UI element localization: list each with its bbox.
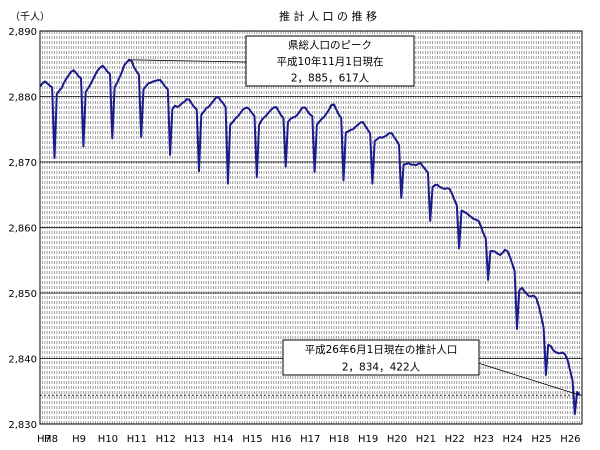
y-tick-label: 2,840 [8,355,37,366]
annotation-leader-line [477,362,580,396]
annotation-text: 2，885，617人 [291,73,370,85]
x-tick-label: H14 [213,434,233,445]
y-tick-label: 2,880 [8,93,37,104]
x-tick-label: H8 [44,434,58,445]
annotation-text: 2，834，422人 [342,361,421,373]
x-tick-label: H26 [560,434,580,445]
x-tick-label: H23 [474,434,494,445]
y-tick-label: 2,870 [8,158,37,169]
chart-title: 推 計 人 口 の 推 移 [279,9,377,23]
x-tick-label: H10 [98,434,118,445]
x-tick-label: H17 [300,434,320,445]
x-tick-label: H13 [185,434,205,445]
x-tick-label: H9 [72,434,86,445]
annotation-text: 平成26年6月1日現在の推計人口 [305,343,458,356]
annotation-text: 平成10年11月1日現在 [277,55,384,68]
y-axis-ticks: 2,830 2,840 2,850 2,860 2,870 2,880 2,890 [8,27,37,431]
x-tick-label: H20 [387,434,407,445]
annotation-box [245,35,415,87]
x-tick-label: H18 [329,434,349,445]
unit-label: （千人） [10,11,50,23]
annotation-box [282,339,480,376]
x-tick-label: H25 [531,434,551,445]
x-tick-label: H22 [445,434,465,445]
x-tick-label: H7 [37,434,51,445]
x-tick-label: H24 [502,434,522,445]
x-tick-label: H11 [127,434,147,445]
y-tick-label: 2,860 [8,224,37,235]
x-tick-label: H21 [416,434,436,445]
x-tick-label: H12 [156,434,176,445]
y-tick-label: 2,830 [8,420,37,431]
plot-frame [39,30,583,425]
y-tick-label: 2,890 [8,27,37,38]
y-tick-label: 2,850 [8,289,37,300]
annotation-text: 県総人口のピーク [288,38,372,51]
x-tick-label: H19 [358,434,378,445]
annotation-leader-line [129,59,247,63]
x-tick-label: H15 [242,434,262,445]
x-tick-label: H16 [271,434,291,445]
